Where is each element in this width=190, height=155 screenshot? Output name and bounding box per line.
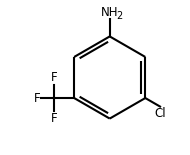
Text: Cl: Cl <box>154 107 166 120</box>
Text: 2: 2 <box>116 11 122 21</box>
Text: F: F <box>34 92 40 104</box>
Text: F: F <box>51 71 57 84</box>
Text: NH: NH <box>101 6 119 19</box>
Text: F: F <box>51 112 57 125</box>
